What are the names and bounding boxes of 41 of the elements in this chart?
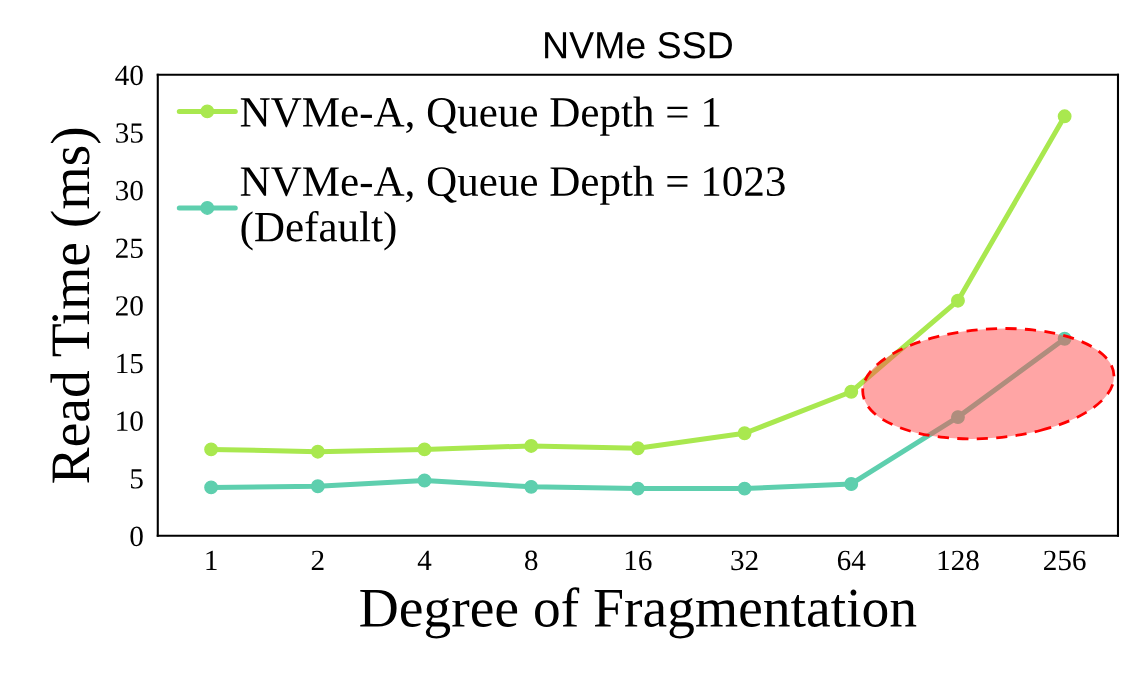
point — [310, 444, 325, 459]
y-axis-title: Read Time (ms) — [50, 128, 101, 483]
y-tick-label: 35 — [116, 123, 143, 143]
point — [310, 479, 325, 494]
chart-title: NVMe SSD — [545, 31, 732, 59]
x-axis-title: Degree of Fragmentation — [360, 587, 917, 639]
y-tick-label: 10 — [117, 411, 143, 431]
y-tick-label: 30 — [116, 180, 143, 201]
x-tick-label: 1 — [206, 550, 217, 570]
x-tick-label: 16 — [625, 550, 652, 571]
point — [951, 410, 965, 425]
point — [844, 477, 859, 491]
point — [524, 479, 539, 494]
y-tick-label: 5 — [131, 469, 143, 489]
x-tick-label: 4 — [417, 550, 432, 570]
y-tick-label: 0 — [130, 526, 143, 547]
point — [417, 473, 432, 488]
point — [204, 480, 219, 495]
x-tick-label: 8 — [525, 550, 538, 571]
point — [737, 481, 752, 496]
y-tick-label: 20 — [116, 296, 143, 316]
point — [417, 442, 432, 457]
legend-label: NVMe-A, Queue Depth = 1 — [240, 96, 720, 136]
y-tick-label: 25 — [116, 238, 143, 259]
point — [204, 442, 219, 457]
legend-label: NVMe-A, Queue Depth = 1023 (Default) — [240, 165, 785, 251]
point — [524, 438, 539, 453]
x-tick-label: 2 — [311, 550, 324, 570]
x-tick-label: 256 — [1044, 550, 1086, 571]
point — [1057, 331, 1072, 346]
point — [737, 426, 752, 441]
point — [1057, 109, 1072, 124]
point — [630, 481, 645, 496]
y-tick-label: 40 — [115, 65, 143, 86]
point — [951, 293, 965, 308]
point — [844, 384, 859, 399]
point — [630, 441, 645, 456]
x-tick-label: 64 — [837, 550, 866, 571]
x-tick-label: 32 — [731, 550, 758, 571]
y-tick-label: 15 — [117, 353, 143, 374]
x-tick-label: 128 — [938, 550, 979, 571]
